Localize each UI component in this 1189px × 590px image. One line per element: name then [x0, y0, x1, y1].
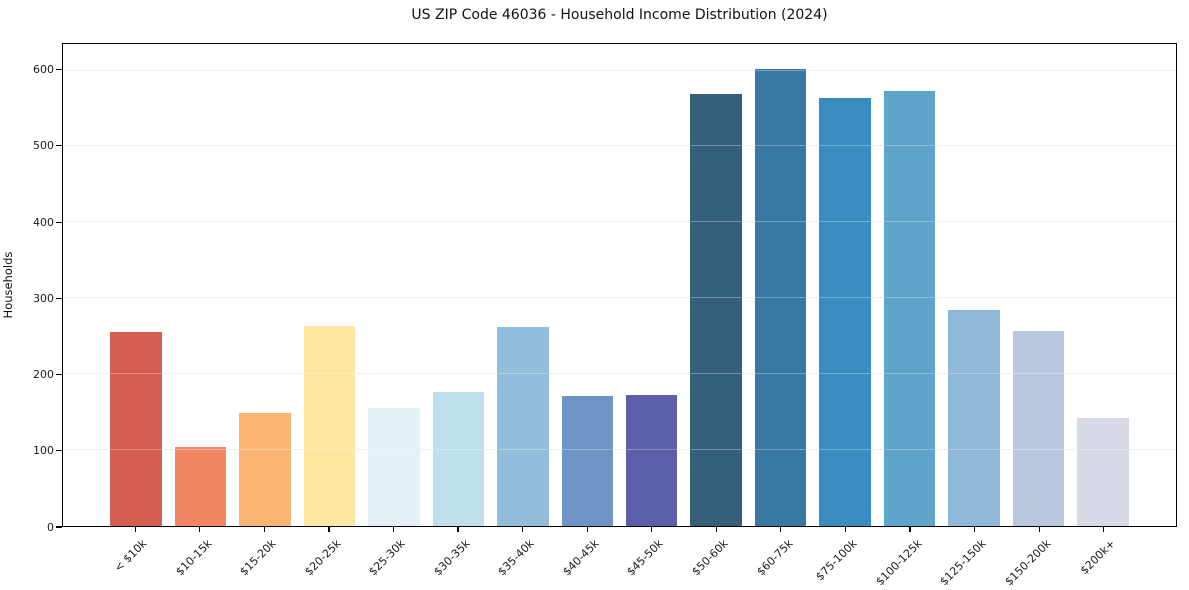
- bar-$125-150k: [948, 309, 1000, 526]
- gridline: [63, 373, 1176, 375]
- bar-$50-60k: [690, 94, 742, 526]
- bar-$25-30k: [368, 407, 420, 526]
- bar-slot: [168, 44, 232, 526]
- x-tick-mark: [909, 527, 911, 532]
- y-tick-mark: [56, 526, 62, 528]
- bar-< $10k: [110, 331, 162, 526]
- y-tick-mark: [56, 221, 62, 223]
- bar-slot: [620, 44, 684, 526]
- y-tick-mark: [56, 450, 62, 452]
- x-tick-mark: [651, 527, 653, 532]
- x-tick-mark: [522, 527, 524, 532]
- bar-$200k+: [1077, 418, 1129, 526]
- gridline-overlay-layer: [63, 44, 1176, 526]
- bar-slot: [813, 44, 877, 526]
- gridline: [63, 145, 1176, 147]
- x-tick-mark: [1038, 527, 1040, 532]
- x-tick-mark: [134, 527, 136, 532]
- chart-title: US ZIP Code 46036 - Household Income Dis…: [411, 7, 828, 23]
- y-tick-label: 100: [33, 444, 54, 458]
- bar-$45-50k: [625, 395, 678, 526]
- bar-slot: [1006, 44, 1070, 526]
- x-tick-mark: [328, 527, 330, 532]
- x-tick-mark: [844, 527, 847, 532]
- gridline: [63, 221, 1176, 223]
- bar-$100-125k: [883, 91, 936, 526]
- gridline-overlay: [63, 449, 1176, 451]
- bar-slot: [426, 44, 490, 526]
- plot-area: [62, 43, 1177, 527]
- y-tick-label: 600: [33, 63, 54, 77]
- bar-$60-75k: [754, 69, 807, 526]
- bar-$20-25k: [303, 325, 356, 526]
- gridline: [63, 297, 1176, 299]
- bar-slot: [748, 44, 812, 526]
- bar-slot: [233, 44, 297, 526]
- gridline-overlay: [63, 297, 1176, 299]
- gridline-overlay: [63, 145, 1176, 147]
- y-tick-label: 400: [33, 215, 54, 229]
- bar-slot: [555, 44, 619, 526]
- y-tick-label: 300: [33, 291, 54, 305]
- y-tick-mark: [56, 297, 62, 299]
- bar-$35-40k: [497, 327, 549, 526]
- bar-slot: [684, 44, 748, 526]
- bar-slot: [1071, 44, 1135, 526]
- gridline: [63, 449, 1176, 451]
- gridline: [63, 69, 1176, 71]
- bar-$75-100k: [819, 97, 871, 526]
- y-tick-label: 0: [47, 520, 54, 534]
- y-axis-label: Households: [1, 251, 15, 319]
- x-tick-mark: [457, 527, 459, 532]
- y-tick-mark: [56, 69, 62, 71]
- x-tick-mark: [586, 527, 588, 532]
- x-tick-mark: [1103, 527, 1105, 532]
- bar-slot: [942, 44, 1006, 526]
- x-tick-mark: [780, 527, 782, 532]
- bars-layer: [63, 44, 1176, 526]
- gridline-layer: [63, 44, 1176, 526]
- y-tick-mark: [56, 145, 62, 147]
- bar-$15-20k: [239, 412, 291, 526]
- bar-slot: [104, 44, 168, 526]
- x-tick-mark: [392, 527, 395, 532]
- bar-slot: [877, 44, 941, 526]
- gridline-overlay: [63, 69, 1176, 71]
- bar-$40-45k: [561, 396, 614, 526]
- bar-slot: [362, 44, 426, 526]
- x-tick-mark: [263, 527, 265, 532]
- y-tick-label: 200: [33, 368, 54, 382]
- bar-slot: [297, 44, 361, 526]
- bar-slot: [491, 44, 555, 526]
- y-tick-label: 500: [33, 139, 54, 153]
- bar-$10-15k: [174, 447, 227, 526]
- bar-$30-35k: [432, 392, 485, 526]
- gridline-overlay: [63, 373, 1176, 375]
- x-tick-mark: [973, 527, 976, 532]
- x-tick-mark: [715, 527, 717, 532]
- gridline-overlay: [63, 221, 1176, 223]
- x-tick-mark: [199, 527, 201, 532]
- y-tick-mark: [56, 373, 62, 376]
- bar-$150-200k: [1012, 330, 1065, 526]
